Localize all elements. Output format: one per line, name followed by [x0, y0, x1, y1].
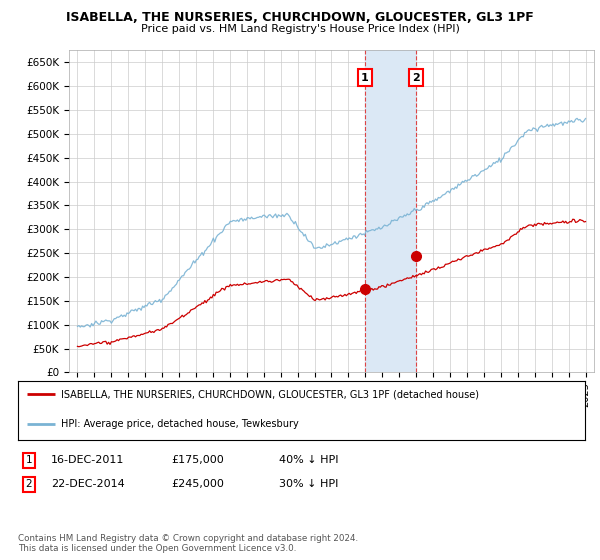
Text: 1: 1 [361, 73, 368, 82]
Text: 30% ↓ HPI: 30% ↓ HPI [279, 479, 338, 489]
Text: ISABELLA, THE NURSERIES, CHURCHDOWN, GLOUCESTER, GL3 1PF (detached house): ISABELLA, THE NURSERIES, CHURCHDOWN, GLO… [61, 389, 479, 399]
Text: HPI: Average price, detached house, Tewkesbury: HPI: Average price, detached house, Tewk… [61, 419, 298, 429]
Text: £175,000: £175,000 [171, 455, 224, 465]
Text: £245,000: £245,000 [171, 479, 224, 489]
Text: 16-DEC-2011: 16-DEC-2011 [51, 455, 124, 465]
Text: 22-DEC-2014: 22-DEC-2014 [51, 479, 125, 489]
Bar [365, 50, 416, 372]
Text: Contains HM Land Registry data © Crown copyright and database right 2024.
This d: Contains HM Land Registry data © Crown c… [18, 534, 358, 553]
Text: 40% ↓ HPI: 40% ↓ HPI [279, 455, 338, 465]
Text: 2: 2 [412, 73, 419, 82]
Text: Price paid vs. HM Land Registry's House Price Index (HPI): Price paid vs. HM Land Registry's House … [140, 24, 460, 34]
Text: ISABELLA, THE NURSERIES, CHURCHDOWN, GLOUCESTER, GL3 1PF: ISABELLA, THE NURSERIES, CHURCHDOWN, GLO… [66, 11, 534, 24]
Text: 1: 1 [25, 455, 32, 465]
Text: 2: 2 [25, 479, 32, 489]
